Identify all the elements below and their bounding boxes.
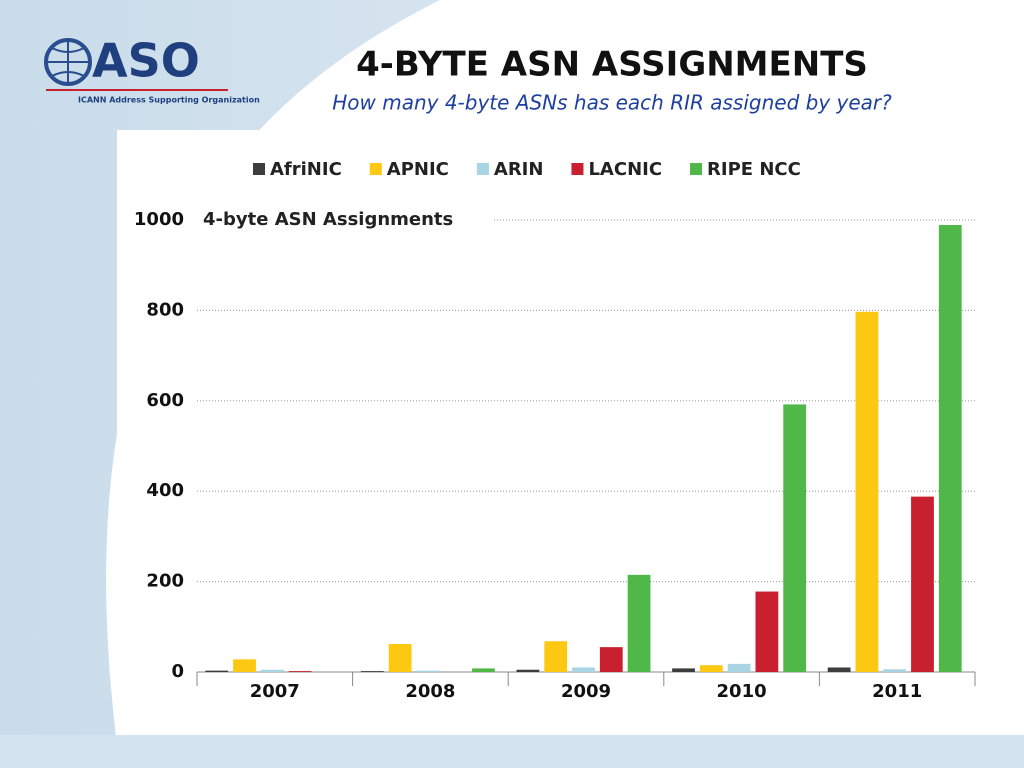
slide-subtitle: How many 4-byte ASNs has each RIR assign… [332, 91, 892, 115]
x-tick-label: 2007 [250, 681, 300, 702]
x-tick-label: 2009 [561, 681, 611, 702]
legend-label: LACNIC [588, 159, 662, 180]
bar [883, 669, 907, 672]
bar [360, 671, 384, 672]
footer-band [0, 735, 1024, 768]
bar [572, 667, 595, 672]
bar [288, 671, 312, 672]
bar [472, 668, 495, 672]
bar [416, 670, 440, 672]
bar [672, 668, 695, 672]
x-tick-label: 2008 [405, 681, 455, 702]
legend-swatch [476, 163, 489, 175]
slide-title: 4-BYTE ASN ASSIGNMENTS [356, 45, 868, 85]
y-tick-label: 0 [171, 661, 184, 682]
x-tick-label: 2011 [872, 681, 922, 702]
logo: ASO ICANN Address Supporting Organizatio… [44, 34, 260, 105]
bar [260, 669, 284, 672]
bar [233, 659, 256, 672]
bar [755, 591, 779, 672]
bar [911, 496, 934, 672]
y-tick-label: 600 [146, 390, 184, 411]
legend-label: ARIN [494, 159, 544, 180]
bar [388, 643, 412, 672]
bar [855, 311, 879, 672]
bar [516, 669, 540, 672]
logo-text: ASO [92, 34, 200, 88]
legend-swatch [369, 163, 382, 175]
bar [599, 647, 623, 672]
chart: 0 200 400 600 800 1000 4-byte ASN Assignments 2… [134, 159, 976, 702]
y-tick-label: 400 [146, 480, 184, 501]
logo-grid [46, 40, 90, 84]
legend-label: APNIC [387, 159, 449, 180]
chart-title-backing [197, 204, 492, 236]
y-tick-label: 200 [146, 571, 184, 592]
chart-title: 4-byte ASN Assignments [203, 209, 453, 230]
y-tick-label: 800 [146, 299, 184, 320]
bar [544, 641, 568, 672]
legend-label: AfriNIC [270, 159, 342, 180]
bar [727, 663, 751, 672]
legend-swatch [690, 163, 703, 175]
bar [938, 224, 962, 673]
legend-swatch [571, 163, 584, 175]
bar [699, 665, 723, 672]
x-tick-label: 2010 [717, 681, 767, 702]
bar [205, 670, 229, 672]
bar [783, 404, 807, 672]
bar [627, 574, 651, 672]
legend-label: RIPE NCC [707, 159, 801, 180]
logo-caption: ICANN Address Supporting Organization [78, 96, 260, 105]
bar [827, 667, 851, 672]
y-tick-label: 1000 [134, 209, 184, 230]
legend-swatch [253, 163, 265, 175]
